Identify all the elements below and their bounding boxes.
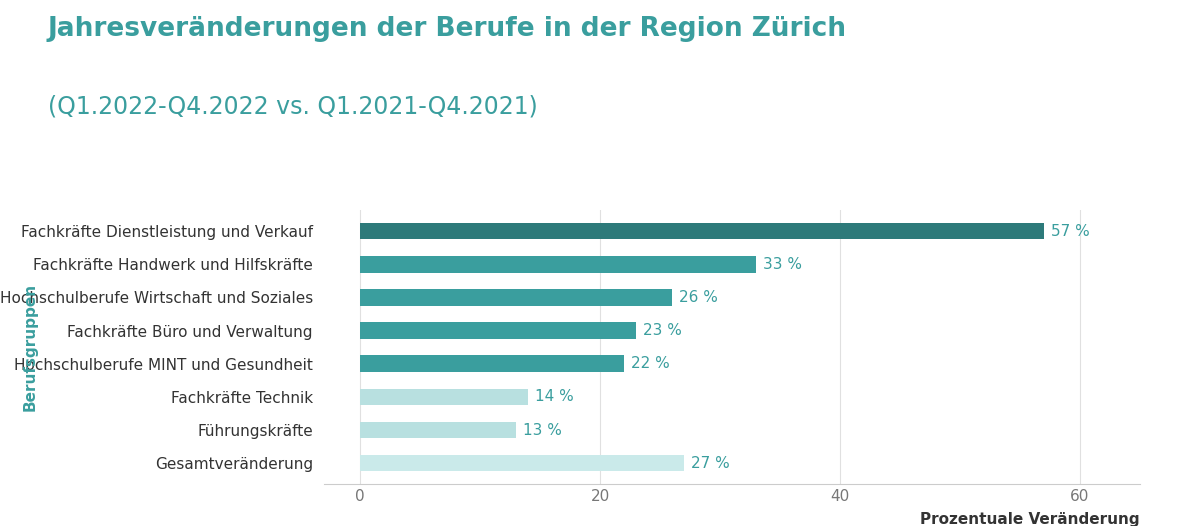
Text: 13 %: 13 % <box>523 422 562 438</box>
Text: 27 %: 27 % <box>691 456 730 471</box>
X-axis label: Prozentuale Veränderung: Prozentuale Veränderung <box>920 512 1140 526</box>
Bar <box>360 455 684 471</box>
Bar <box>360 256 756 272</box>
Text: 23 %: 23 % <box>643 323 682 338</box>
Text: 57 %: 57 % <box>1051 224 1090 239</box>
Bar <box>360 356 624 372</box>
Bar <box>360 289 672 306</box>
Text: 26 %: 26 % <box>679 290 718 305</box>
Text: Berufsgruppen: Berufsgruppen <box>23 283 37 411</box>
Text: 33 %: 33 % <box>763 257 803 272</box>
Text: (Q1.2022-Q4.2022 vs. Q1.2021-Q4.2021): (Q1.2022-Q4.2022 vs. Q1.2021-Q4.2021) <box>48 95 538 119</box>
Bar <box>360 322 636 339</box>
Bar <box>360 389 528 405</box>
Text: Jahresveränderungen der Berufe in der Region Zürich: Jahresveränderungen der Berufe in der Re… <box>48 16 847 42</box>
Text: 22 %: 22 % <box>631 356 670 371</box>
Text: 14 %: 14 % <box>535 389 574 404</box>
Bar <box>360 422 516 438</box>
Bar <box>360 223 1044 239</box>
